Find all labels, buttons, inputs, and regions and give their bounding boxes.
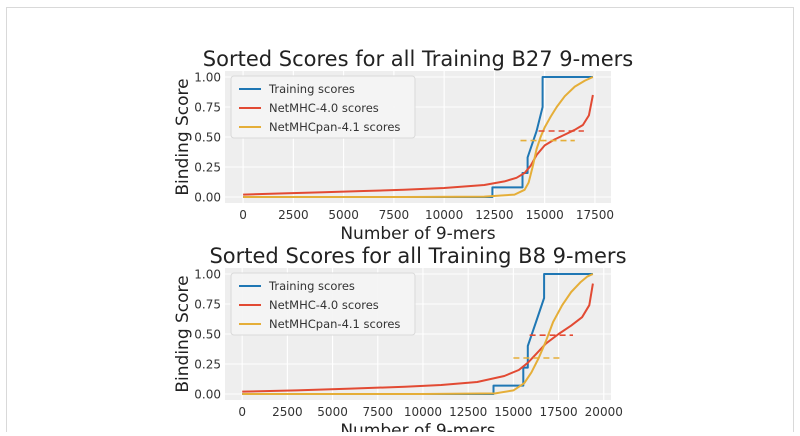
panel-2-x-tick-label: 12500	[449, 405, 487, 419]
panel-2-x-tick-label: 10000	[404, 405, 442, 419]
panel-1-x-axis-label: Number of 9-mers	[340, 224, 495, 244]
panel-2-x-tick-label: 15000	[494, 405, 532, 419]
panel-2-legend-entry: NetMHCpan-4.1 scores	[269, 317, 400, 331]
panel-2-series-line	[242, 273, 593, 395]
panel-1-chart-title: Sorted Scores for all Training B27 9-mer…	[203, 47, 633, 71]
panel-2-chart-title: Sorted Scores for all Training B8 9-mers	[209, 244, 626, 268]
panel-1-x-tick-label: 7500	[379, 208, 410, 222]
panel-1-y-tick-label: 1.00	[194, 71, 221, 85]
panel-1-series-line	[243, 76, 593, 198]
figure: 0 2500 5000 7500 10000 12500 15000 17500 0.00 0.2…	[173, 47, 633, 436]
panel-1-x-tick-label: 0	[239, 208, 247, 222]
panel-2-legend-entry: Training scores	[268, 279, 355, 293]
panel-1-x-tick-label: 17500	[576, 208, 614, 222]
panel-2-y-axis-label: Binding Score	[173, 275, 193, 392]
panel-1-legend-box	[230, 75, 416, 139]
panel-1-legend-entry: NetMHCpan-4.1 scores	[269, 120, 400, 134]
panel-1-y-tick-label: 0.00	[194, 191, 221, 205]
panel-2-y-tick-label: 0.75	[194, 298, 221, 312]
panel-2-series-line	[242, 283, 594, 393]
panel-2-x-tick-label: 2500	[272, 405, 303, 419]
panel-2-legend-entry: NetMHC-4.0 scores	[269, 298, 379, 312]
panel-1-x-tick-label: 10000	[425, 208, 463, 222]
panel-2-legend-box	[230, 272, 416, 336]
panel-2-y-tick-label: 1.00	[194, 268, 221, 282]
panel-2-x-axis-label: Number of 9-mers	[340, 421, 495, 432]
panel-1-x-tick-label: 5000	[328, 208, 359, 222]
panel-2-x-tick-label: 5000	[317, 405, 348, 419]
panel-1-y-axis-label: Binding Score	[173, 78, 193, 195]
panel-2-x-tick-label: 20000	[585, 405, 623, 419]
figure-frame: 0 2500 5000 7500 10000 12500 15000 17500 0.00 0.2…	[6, 7, 794, 436]
panel-2-y-tick-label: 0.00	[194, 388, 221, 402]
panel-2-x-tick-label: 0	[238, 405, 246, 419]
panel-2-x-tick-label: 7500	[362, 405, 393, 419]
panel-1-series-line	[243, 76, 594, 198]
panel-2-y-tick-label: 0.50	[194, 328, 221, 342]
panel-2-y-tick-label: 0.25	[194, 358, 221, 372]
panel-1-x-tick-label: 2500	[278, 208, 309, 222]
panel-1-y-tick-label: 0.75	[194, 101, 221, 115]
panel-1-x-tick-label: 12500	[475, 208, 513, 222]
panel-2-x-tick-label: 17500	[539, 405, 577, 419]
panel-1-x-tick-label: 15000	[526, 208, 564, 222]
panel-1-y-tick-label: 0.50	[194, 131, 221, 145]
panel-1-series-line	[243, 94, 594, 196]
panel-2-series-line	[242, 273, 594, 395]
panel-1-y-tick-label: 0.25	[194, 161, 221, 175]
panel-1-legend-entry: Training scores	[268, 82, 355, 96]
panel-1-legend-entry: NetMHC-4.0 scores	[269, 101, 379, 115]
